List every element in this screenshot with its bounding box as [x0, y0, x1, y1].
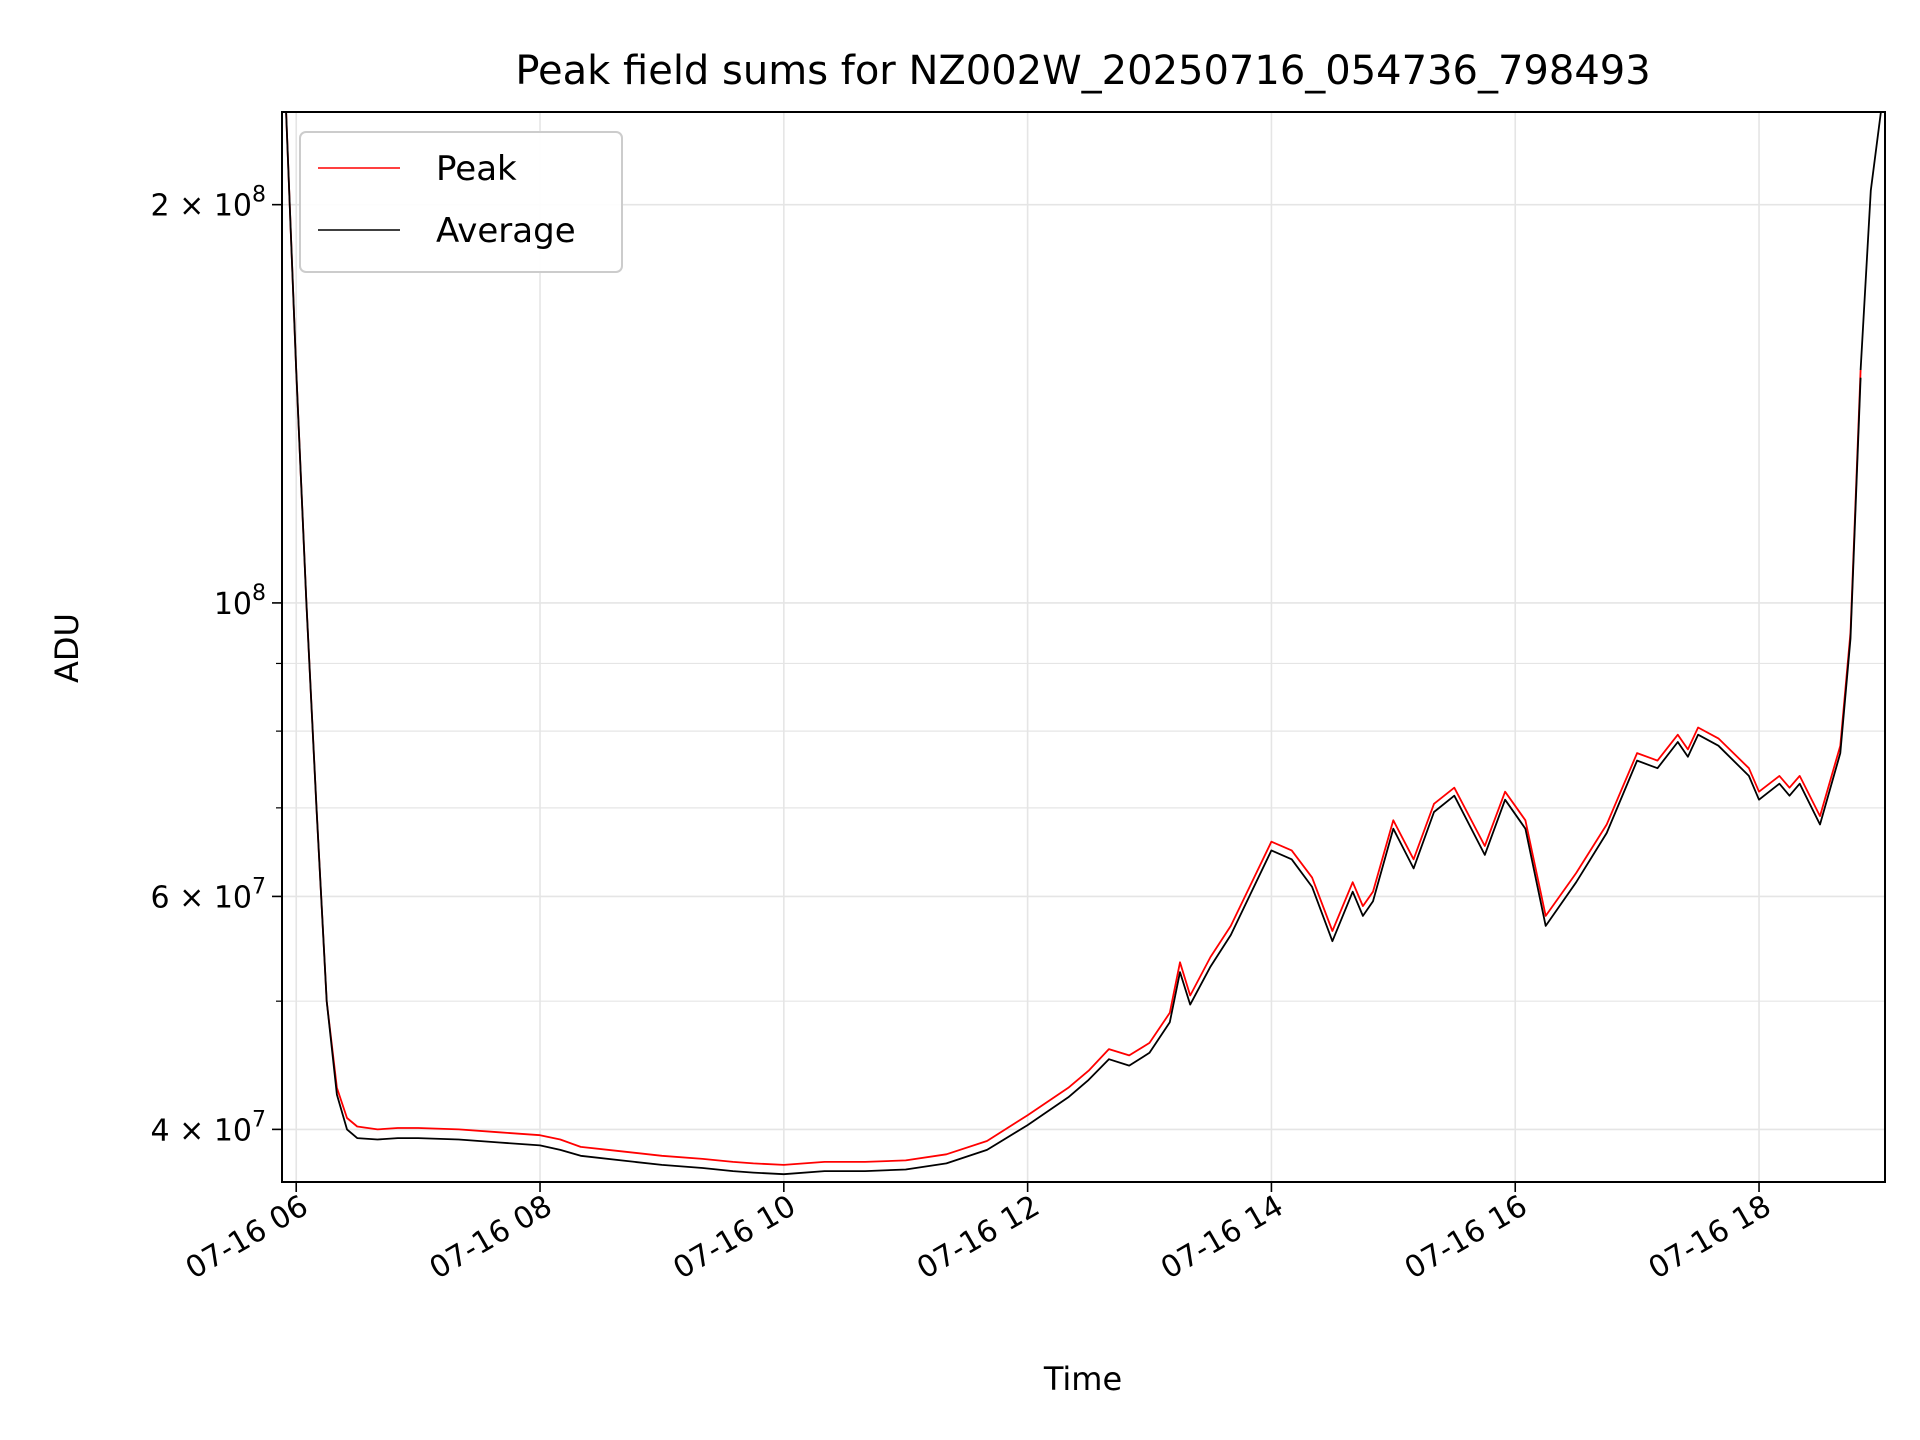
- y-tick-operator: ×: [170, 880, 214, 915]
- legend-peak-label: Peak: [436, 149, 517, 189]
- x-axis-label: Time: [1043, 1360, 1122, 1398]
- y-tick-operator: ×: [170, 1113, 214, 1148]
- y-tick-label: 6 × 107: [151, 874, 267, 915]
- y-tick-label: 4 × 107: [151, 1107, 267, 1148]
- y-tick-mantissa: 6: [151, 880, 170, 915]
- peak-series-line: [285, 112, 1862, 1166]
- y-tick-exponent: 7: [252, 1107, 266, 1132]
- grid: [282, 112, 1885, 1182]
- chart-title: Peak field sums for NZ002W_20250716_0547…: [515, 48, 1650, 94]
- y-tick-label: 108: [214, 581, 266, 622]
- y-tick-base: 10: [214, 880, 252, 915]
- y-axis-label: ADU: [48, 613, 86, 683]
- legend-average-label: Average: [436, 211, 576, 251]
- plot-series: [285, 112, 1882, 1176]
- y-tick-exponent: 7: [252, 874, 266, 899]
- y-tick-label: 2 × 108: [151, 183, 267, 224]
- evening-rise-line: [1859, 112, 1882, 371]
- y-tick-base: 10: [214, 189, 252, 224]
- average-series-line: [285, 112, 1862, 1176]
- y-tick-operator: ×: [170, 189, 214, 224]
- y-tick-exponent: 8: [252, 581, 266, 606]
- y-tick-mantissa: 4: [151, 1113, 170, 1148]
- legend-box: [299, 131, 623, 273]
- legend: Peak Average: [299, 131, 623, 273]
- y-tick-base: 10: [214, 1113, 252, 1148]
- y-tick-exponent: 8: [252, 183, 266, 208]
- plot-frame: [281, 111, 1886, 1183]
- y-tick-mantissa: 2: [151, 189, 170, 224]
- y-tick-base: 10: [214, 587, 252, 622]
